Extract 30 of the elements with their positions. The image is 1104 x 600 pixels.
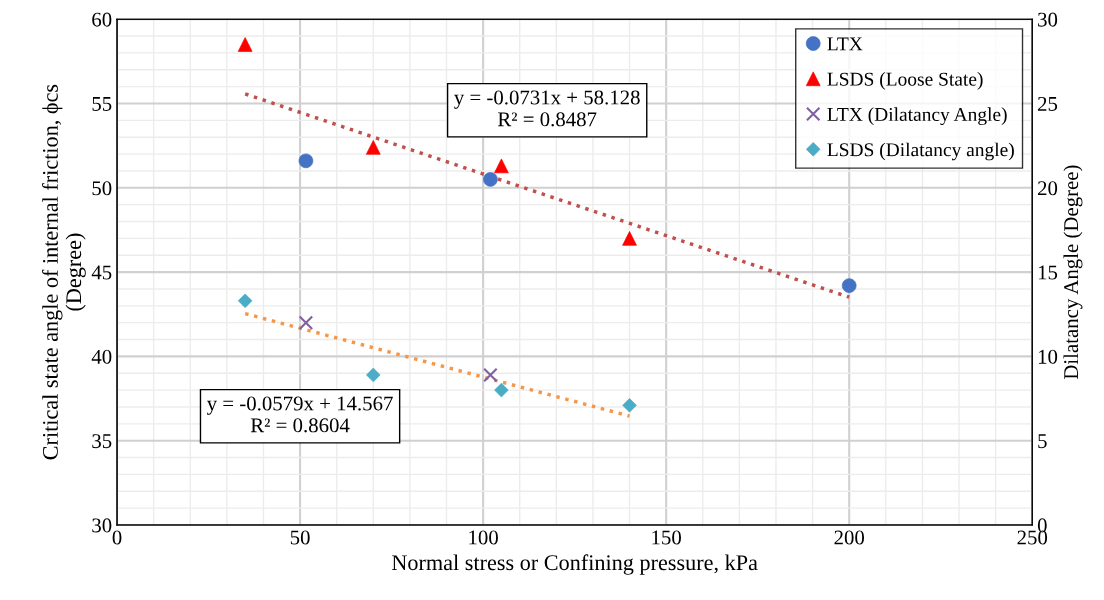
y2-tick-label: 15 <box>1038 265 1058 280</box>
x-axis-title: Normal stress or Confining pressure, kPa <box>391 554 758 575</box>
y2-tick-label: 10 <box>1038 349 1058 364</box>
point <box>622 398 637 413</box>
y-tick-label: 55 <box>92 97 112 111</box>
legend-label: LSDS (Dilatancy angle) <box>827 142 1014 161</box>
y-tick-label: 60 <box>92 12 112 27</box>
x-tick-label: 100 <box>469 530 498 545</box>
point <box>483 367 498 383</box>
x-tick-label: 200 <box>834 530 865 545</box>
annotation: y = -0.0731x + 58.128 R² = 0.8487 <box>454 90 640 127</box>
y-tick-label: 50 <box>92 181 112 196</box>
y-tick-label: 35 <box>92 434 112 449</box>
y2-tick-label: 25 <box>1038 96 1058 111</box>
y-axis-title: Critical state angle of internal friction, ϕcs (Degree) <box>42 84 86 460</box>
annotation: y = -0.0579x + 14.567 R² = 0.8604 <box>206 396 393 433</box>
y2-tick-label: 20 <box>1038 181 1058 196</box>
y-tick-label: 30 <box>92 518 112 533</box>
legend-label: LSDS (Loose State) <box>827 72 983 90</box>
y2-tick-label: 5 <box>1038 434 1047 449</box>
y-tick-label: 45 <box>91 265 112 280</box>
y2-axis-title: Dilatancy Angle (Degree) <box>1063 165 1083 380</box>
x-tick-label: 150 <box>652 530 681 545</box>
legend-label: LTX (Dilatancy Angle) <box>827 107 1007 126</box>
x-tick-label: 50 <box>290 530 310 545</box>
y-tick-label: 40 <box>91 349 112 364</box>
y2-tick-label: 30 <box>1038 12 1058 27</box>
x-tick-label: 0 <box>112 530 122 545</box>
legend-label: LTX <box>827 37 863 51</box>
point <box>298 315 314 330</box>
